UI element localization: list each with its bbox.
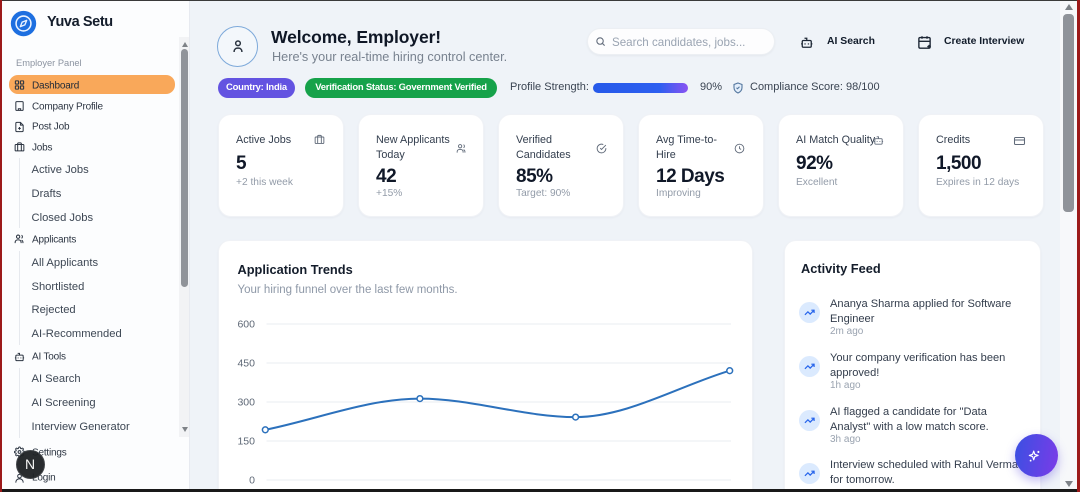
svg-text:0: 0 — [249, 475, 255, 487]
svg-text:450: 450 — [237, 358, 255, 370]
svg-text:600: 600 — [237, 319, 255, 331]
svg-text:300: 300 — [237, 397, 255, 409]
svg-text:150: 150 — [237, 436, 255, 448]
